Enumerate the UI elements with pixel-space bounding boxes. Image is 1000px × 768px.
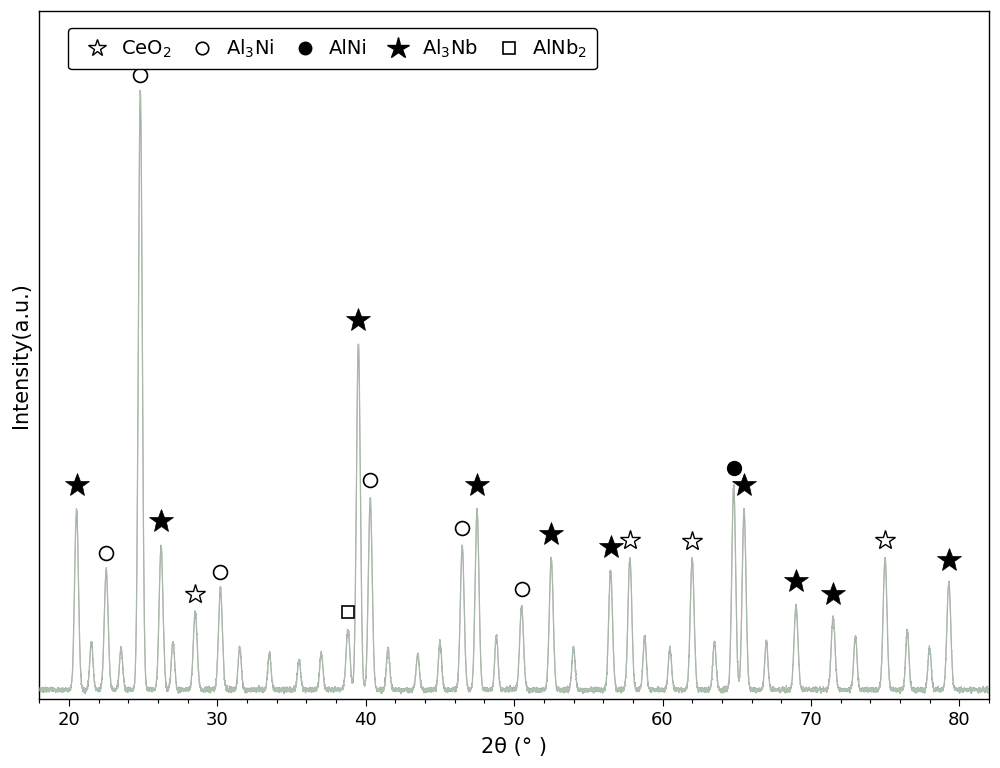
Y-axis label: Intensity(a.u.): Intensity(a.u.) [11, 282, 31, 428]
X-axis label: 2θ (° ): 2θ (° ) [481, 737, 547, 757]
Legend: CeO$_2$, Al$_3$Ni, AlNi, Al$_3$Nb, AlNb$_2$: CeO$_2$, Al$_3$Ni, AlNi, Al$_3$Nb, AlNb$… [68, 28, 597, 69]
